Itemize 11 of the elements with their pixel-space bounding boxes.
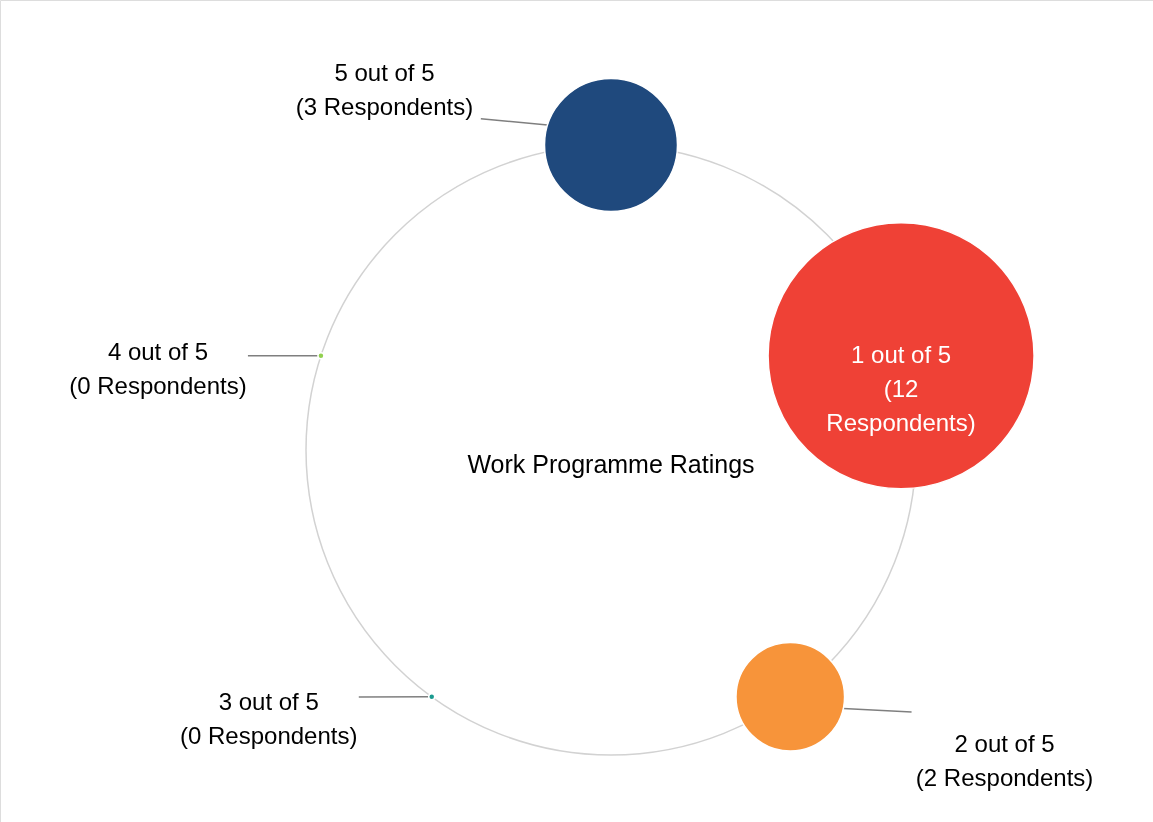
text: Work Programme Ratings (467, 450, 755, 478)
category-label: 1 out of 5 (851, 340, 952, 368)
data-label: (0 Respondents) (69, 372, 247, 400)
data-label: (12 Respondents) (826, 374, 976, 436)
category-label: 4 out of 5 (107, 338, 208, 366)
data-label: (3 Respondents) (295, 92, 474, 120)
category-label: 5 out of 5 (334, 58, 435, 86)
data-label: (0 Respondents) (180, 722, 358, 750)
category-label: 3 out of 5 (218, 688, 319, 716)
data-label: (2 Respondents) (915, 763, 1094, 791)
category-label: 2 out of 5 (954, 729, 1055, 757)
